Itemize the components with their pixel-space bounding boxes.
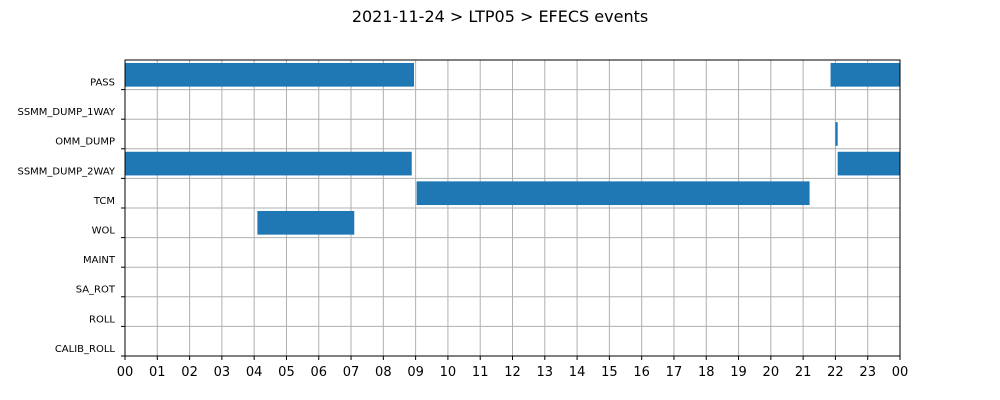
event-bar-wol xyxy=(257,210,355,235)
x-tick-label: 15 xyxy=(601,365,618,380)
y-tick-label: OMM_DUMP xyxy=(55,137,115,148)
x-tick-label: 14 xyxy=(569,365,586,380)
x-tick-label: 06 xyxy=(310,365,327,380)
x-tick-label: 22 xyxy=(827,365,844,380)
chart-title: 2021-11-24 > LTP05 > EFECS events xyxy=(352,7,648,26)
y-tick-label: CALIB_ROLL xyxy=(55,344,116,355)
x-tick-label: 01 xyxy=(149,365,166,380)
x-tick-label: 13 xyxy=(537,365,554,380)
x-tick-label: 19 xyxy=(730,365,747,380)
event-bar-ssmm-dump-2way xyxy=(837,151,900,176)
y-tick-label: PASS xyxy=(90,77,115,88)
x-tick-label: 10 xyxy=(440,365,457,380)
x-tick-label: 04 xyxy=(246,365,263,380)
y-tick-label: MAINT xyxy=(83,255,116,266)
y-tick-label: SSMM_DUMP_2WAY xyxy=(17,166,115,177)
x-tick-label: 11 xyxy=(472,365,489,380)
x-tick-label: 20 xyxy=(763,365,780,380)
event-bar-pass xyxy=(830,62,900,87)
event-bars xyxy=(125,62,900,235)
grid xyxy=(124,60,901,356)
x-tick-label: 21 xyxy=(795,365,812,380)
x-tick-label: 07 xyxy=(343,365,360,380)
event-bar-ssmm-dump-2way xyxy=(125,151,412,176)
x-tick-label: 00 xyxy=(892,365,909,380)
y-tick-label: SA_ROT xyxy=(76,285,116,296)
x-tick-label: 23 xyxy=(859,365,876,380)
event-bar-omm-dump xyxy=(835,122,838,146)
y-tick-label: TCM xyxy=(93,196,115,207)
event-bar-pass xyxy=(125,62,415,87)
x-tick-label: 12 xyxy=(504,365,521,380)
x-tick-labels: 00 01 02 03 04 05 06 07 08 09 10 11 12 13 14 15 16 17 18 19… xyxy=(117,356,909,380)
x-tick-label: 05 xyxy=(278,365,295,380)
x-tick-label: 18 xyxy=(698,365,715,380)
x-tick-label: 08 xyxy=(375,365,392,380)
y-tick-labels: PASS SSMM_DUMP_1WAY OMM_DUMP SSMM_DUMP_2WAY… xyxy=(17,77,125,357)
y-tick-label: SSMM_DUMP_1WAY xyxy=(17,107,115,118)
x-tick-label: 16 xyxy=(633,365,650,380)
x-tick-label: 03 xyxy=(214,365,231,380)
x-tick-label: 00 xyxy=(117,365,134,380)
event-bar-tcm xyxy=(416,181,810,206)
y-tick-label: ROLL xyxy=(89,314,115,325)
x-tick-label: 09 xyxy=(407,365,424,380)
y-tick-label: WOL xyxy=(92,225,116,236)
x-tick-label: 02 xyxy=(181,365,198,380)
x-tick-label: 17 xyxy=(666,365,683,380)
